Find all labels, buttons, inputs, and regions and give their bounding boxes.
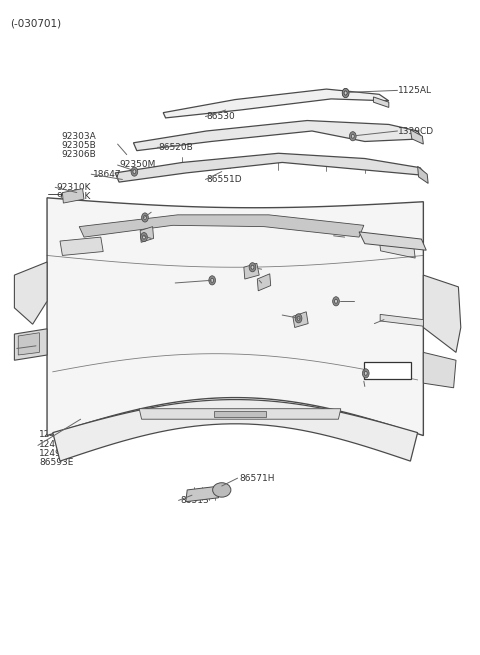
Text: 92305B: 92305B [61,141,96,150]
Text: 86518H: 86518H [263,265,299,274]
Polygon shape [133,121,422,151]
Text: 1249EE: 1249EE [39,440,73,449]
Polygon shape [14,262,47,324]
Circle shape [209,276,216,285]
Text: 1244BF: 1244BF [153,229,187,238]
Polygon shape [380,314,423,326]
Polygon shape [293,312,308,328]
Circle shape [349,132,356,141]
Circle shape [142,213,148,222]
Polygon shape [214,411,266,417]
Polygon shape [14,329,47,360]
Circle shape [344,91,347,95]
Circle shape [251,265,254,269]
Text: 86530: 86530 [206,112,235,121]
Polygon shape [47,198,423,436]
Circle shape [211,278,214,282]
Text: 86571H: 86571H [239,474,275,483]
Text: 86514: 86514 [18,344,47,353]
Text: 1244BH: 1244BH [153,238,188,248]
Text: 92350M: 92350M [119,160,156,169]
Text: 18647: 18647 [93,170,121,179]
Text: 86510B: 86510B [366,382,401,391]
Text: 1249NE: 1249NE [366,364,401,373]
Text: 86517H: 86517H [283,310,319,320]
Text: 1249NG: 1249NG [39,449,76,458]
Text: 86157A: 86157A [385,315,420,324]
Circle shape [297,316,300,320]
Polygon shape [257,274,271,291]
Polygon shape [410,130,423,144]
Circle shape [144,215,146,219]
Polygon shape [115,153,426,182]
FancyBboxPatch shape [364,362,411,379]
Text: 1244FG: 1244FG [39,430,74,440]
Circle shape [344,91,347,95]
Circle shape [362,369,369,378]
Text: 92306B: 92306B [61,150,96,159]
Polygon shape [60,237,103,255]
Polygon shape [53,400,418,461]
Circle shape [249,263,256,272]
Text: (-030701): (-030701) [11,18,62,28]
Circle shape [133,170,136,174]
Text: 86590: 86590 [177,278,205,288]
Polygon shape [140,227,154,242]
Polygon shape [244,263,259,279]
Circle shape [342,88,349,98]
Text: 92320K: 92320K [57,192,91,201]
Polygon shape [139,409,341,419]
Circle shape [131,167,138,176]
Circle shape [342,88,349,98]
Circle shape [364,371,367,375]
Circle shape [351,134,354,138]
Polygon shape [79,215,364,237]
Text: 1125DL: 1125DL [355,302,390,311]
Text: 86551D: 86551D [206,175,242,184]
Polygon shape [423,352,456,388]
Text: 86157A: 86157A [385,350,420,360]
Text: 86593A: 86593A [346,233,381,242]
Text: 1339CD: 1339CD [398,126,434,136]
Circle shape [295,314,302,323]
Circle shape [335,299,337,303]
Text: 86594: 86594 [153,208,181,217]
Circle shape [141,233,147,242]
Text: 1125AK: 1125AK [355,293,390,302]
Text: 86593E: 86593E [39,458,74,467]
Circle shape [143,235,145,239]
Text: 1125AB: 1125AB [263,278,298,288]
Ellipse shape [213,483,231,497]
Polygon shape [163,89,389,118]
Polygon shape [418,166,428,183]
Polygon shape [18,333,39,355]
Polygon shape [423,275,461,352]
Polygon shape [373,97,389,107]
Text: 92303A: 92303A [61,132,96,141]
Text: 1249NE: 1249NE [371,365,404,375]
Polygon shape [379,239,415,258]
Polygon shape [62,189,84,203]
Polygon shape [186,486,220,502]
Text: 92310K: 92310K [57,183,91,192]
Text: 86513: 86513 [180,496,209,505]
Polygon shape [359,232,426,250]
Text: 86520B: 86520B [158,143,193,152]
Circle shape [333,297,339,306]
Text: 1125AL: 1125AL [398,86,432,95]
